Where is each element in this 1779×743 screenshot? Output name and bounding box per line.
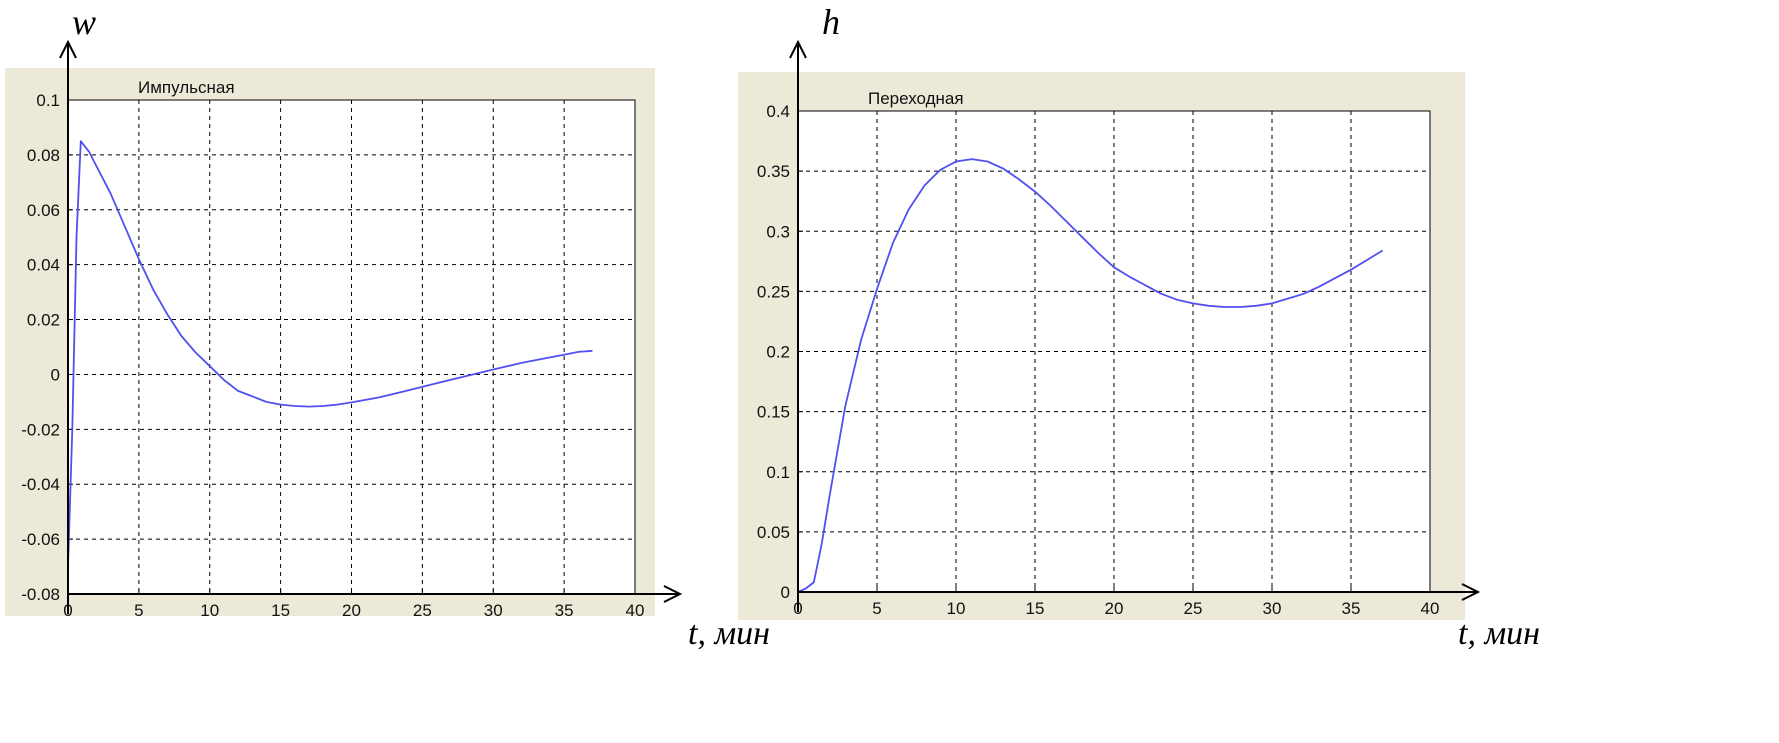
x-tick-label: 35 xyxy=(555,601,574,620)
y-tick-label: -0.06 xyxy=(21,530,60,549)
x-tick-label: 35 xyxy=(1342,599,1361,618)
y-tick-label: 0.4 xyxy=(766,102,790,121)
y-tick-label: 0.35 xyxy=(757,162,790,181)
y-tick-label: -0.08 xyxy=(21,585,60,604)
y-tick-label: 0.06 xyxy=(27,201,60,220)
y-tick-label: -0.04 xyxy=(21,475,60,494)
x-axis-arrow-head xyxy=(1461,583,1481,601)
y-tick-label: 0.2 xyxy=(766,343,790,362)
y-tick-label: 0.02 xyxy=(27,311,60,330)
y-tick-label: 0 xyxy=(781,583,790,602)
series-line-1 xyxy=(67,140,593,567)
y-tick-label: 0.1 xyxy=(766,463,790,482)
x-tick-label: 5 xyxy=(872,599,881,618)
y-tick-label: 0.1 xyxy=(36,91,60,110)
x-tick-label: 20 xyxy=(1105,599,1124,618)
x-tick-label: 10 xyxy=(947,599,966,618)
x-tick-label: 5 xyxy=(134,601,143,620)
x-axis-label: t, мин xyxy=(688,615,770,652)
chart-title: Импульсная xyxy=(138,78,235,97)
y-tick-label: -0.02 xyxy=(21,420,60,439)
y-axis-label: h xyxy=(822,2,840,42)
y-tick-label: 0.05 xyxy=(757,523,790,542)
x-tick-label: 40 xyxy=(1421,599,1440,618)
x-tick-label: 30 xyxy=(484,601,503,620)
y-tick-label: 0.15 xyxy=(757,403,790,422)
chart-title: Переходная xyxy=(868,89,964,108)
x-tick-label: 25 xyxy=(1184,599,1203,618)
y-axis-arrow-head xyxy=(59,39,77,59)
y-tick-label: 0.3 xyxy=(766,222,790,241)
x-tick-label: 15 xyxy=(271,601,290,620)
x-tick-label: 15 xyxy=(1026,599,1045,618)
x-tick-label: 40 xyxy=(626,601,645,620)
y-tick-label: 0.08 xyxy=(27,146,60,165)
chart-panel-2: Переходная051015202530354000.050.10.150.… xyxy=(738,2,1540,652)
y-tick-label: 0 xyxy=(51,365,60,384)
x-axis-label: t, мин xyxy=(1458,615,1540,652)
y-axis-label: w xyxy=(72,2,96,42)
x-axis-arrow-head xyxy=(663,585,683,603)
chart-panel-1: Импульсная 0 5 10 15 20 25 30 35 40 -0.08 -0.06 -0.0… xyxy=(5,2,770,652)
x-tick-label: 30 xyxy=(1263,599,1282,618)
series-line-1 xyxy=(797,158,1384,593)
y-tick-label: 0.04 xyxy=(27,256,60,275)
y-tick-label: 0.25 xyxy=(757,282,790,301)
x-tick-label: 25 xyxy=(413,601,432,620)
x-tick-label: 10 xyxy=(200,601,219,620)
x-tick-label: 20 xyxy=(342,601,361,620)
y-axis-arrow-head xyxy=(789,39,807,59)
